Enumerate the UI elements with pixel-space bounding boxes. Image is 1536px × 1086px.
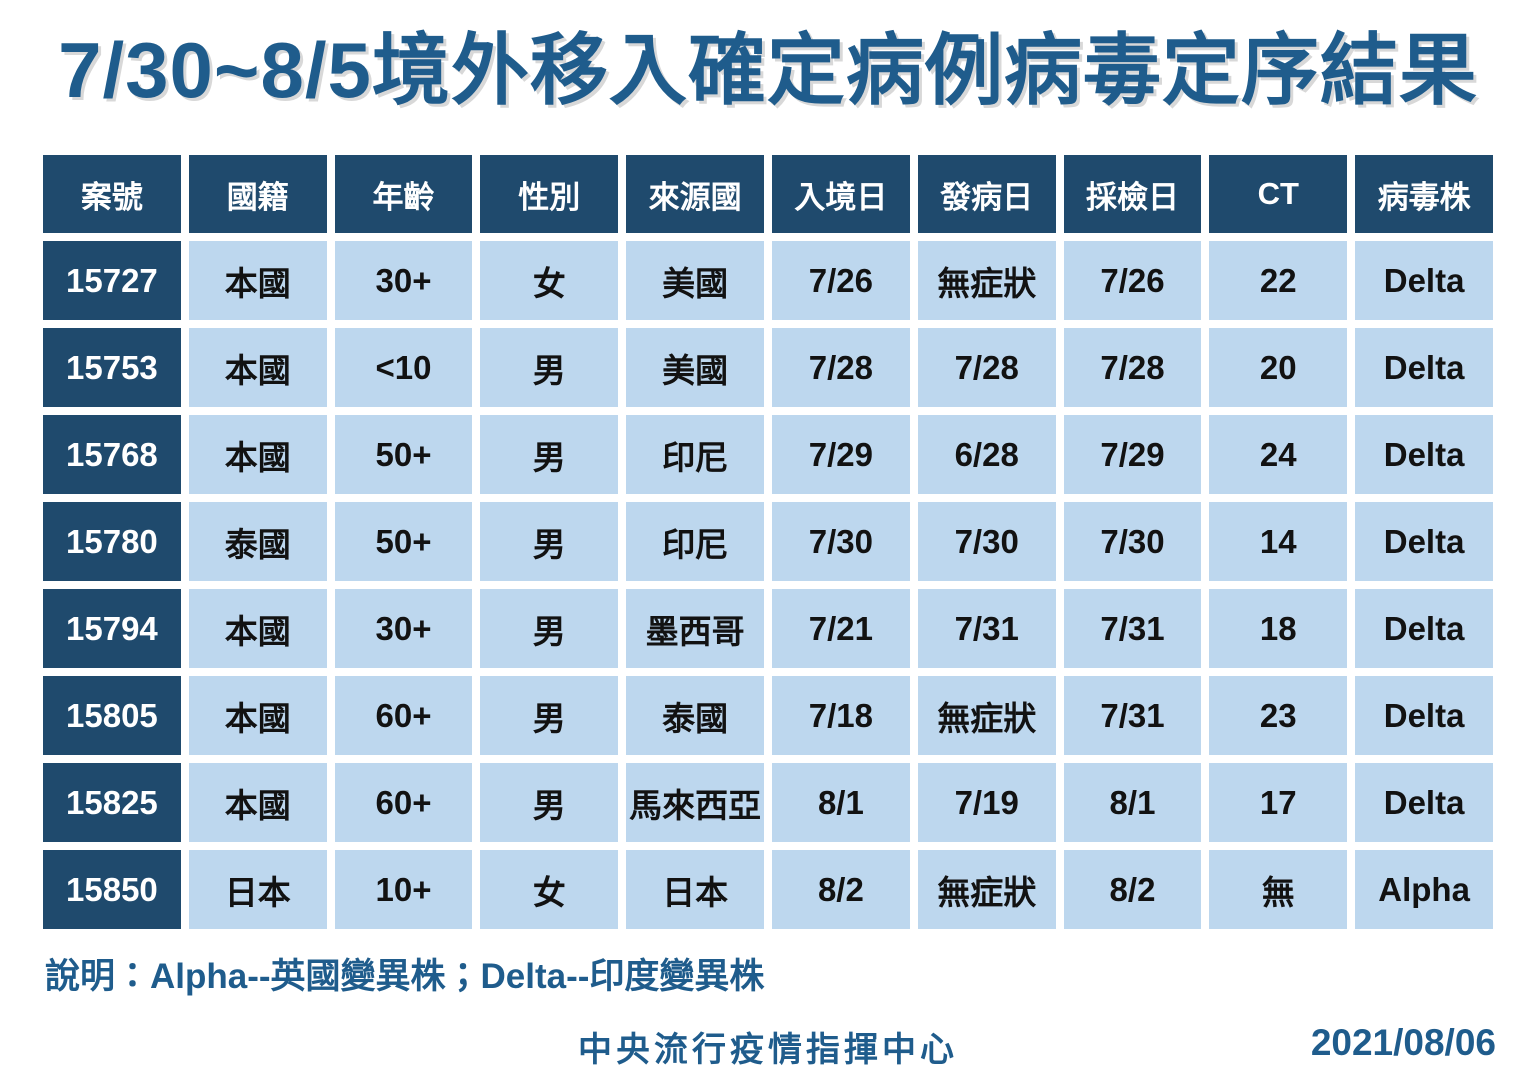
data-cell: 10+ <box>334 850 473 929</box>
data-cell: 無 <box>1209 850 1348 929</box>
data-cell: 女 <box>480 850 619 929</box>
data-cell: 7/31 <box>1063 676 1202 755</box>
data-cell: 馬來西亞 <box>626 763 764 842</box>
data-cell: Delta <box>1355 763 1493 842</box>
data-cell: 無症狀 <box>917 850 1056 929</box>
data-cell: Delta <box>1355 502 1493 581</box>
case-id-cell: 15794 <box>43 589 181 668</box>
data-cell: 男 <box>480 415 619 494</box>
data-cell: 本國 <box>188 328 327 407</box>
data-cell: 7/19 <box>917 763 1056 842</box>
data-cell: 本國 <box>188 589 327 668</box>
data-cell: 男 <box>480 763 619 842</box>
data-cell: Delta <box>1355 241 1493 320</box>
data-cell: 23 <box>1209 676 1348 755</box>
case-id-cell: 15727 <box>43 241 181 320</box>
column-header-4: 性別 <box>480 155 619 233</box>
data-cell: 7/26 <box>1063 241 1202 320</box>
source-organization: 中央流行疫情指揮中心 <box>578 1031 958 1069</box>
data-cell: 7/30 <box>772 502 910 581</box>
page-title: 7/30~8/5境外移入確定病例病毒定序結果 <box>58 26 1478 114</box>
data-cell: 墨西哥 <box>626 589 764 668</box>
column-header-3: 年齡 <box>334 155 473 233</box>
data-cell: 14 <box>1209 502 1348 581</box>
data-cell: 泰國 <box>188 502 327 581</box>
data-cell: 8/2 <box>1063 850 1202 929</box>
case-id-cell: 15753 <box>43 328 181 407</box>
data-cell: 7/18 <box>772 676 910 755</box>
data-cell: 8/1 <box>1063 763 1202 842</box>
column-header-1: 案號 <box>43 155 181 233</box>
data-cell: 50+ <box>334 502 473 581</box>
data-cell: 60+ <box>334 676 473 755</box>
data-cell: 30+ <box>334 241 473 320</box>
data-cell: 24 <box>1209 415 1348 494</box>
data-cell: 8/2 <box>772 850 910 929</box>
column-header-7: 發病日 <box>917 155 1056 233</box>
data-cell: 男 <box>480 589 619 668</box>
case-table-container: 案號 國籍 年齡 性別 來源國 入境日 發病日 採檢日 CT 病毒株 15727 本國 30+ 女美國 7/… <box>43 155 1493 929</box>
data-cell: Delta <box>1355 415 1493 494</box>
data-cell: 本國 <box>188 415 327 494</box>
data-cell: 無症狀 <box>917 676 1056 755</box>
data-cell: 印尼 <box>626 502 764 581</box>
data-cell: 17 <box>1209 763 1348 842</box>
data-cell: 美國 <box>626 328 764 407</box>
case-table: 案號 國籍 年齡 性別 來源國 入境日 發病日 採檢日 CT 病毒株 15727 本國 30+ 女美國 7/… <box>43 155 1493 929</box>
data-cell: 50+ <box>334 415 473 494</box>
data-cell: Delta <box>1355 328 1493 407</box>
data-cell: 7/29 <box>772 415 910 494</box>
data-cell: 本國 <box>188 676 327 755</box>
data-cell: 男 <box>480 502 619 581</box>
data-cell: 男 <box>480 676 619 755</box>
data-cell: 6/28 <box>917 415 1056 494</box>
data-cell: Delta <box>1355 676 1493 755</box>
data-cell: 無症狀 <box>917 241 1056 320</box>
data-cell: 18 <box>1209 589 1348 668</box>
data-cell: 美國 <box>626 241 764 320</box>
data-cell: 本國 <box>188 241 327 320</box>
data-cell: 7/21 <box>772 589 910 668</box>
case-id-cell: 15768 <box>43 415 181 494</box>
publish-date: 2021/08/06 <box>1310 1022 1496 1063</box>
data-cell: 7/28 <box>772 328 910 407</box>
data-cell: 泰國 <box>626 676 764 755</box>
data-cell: 7/30 <box>917 502 1056 581</box>
data-cell: Alpha <box>1355 850 1493 929</box>
case-id-cell: 15850 <box>43 850 181 929</box>
data-cell: 30+ <box>334 589 473 668</box>
data-cell: 7/28 <box>917 328 1056 407</box>
data-cell: 7/30 <box>1063 502 1202 581</box>
column-header-8: 採檢日 <box>1063 155 1202 233</box>
data-cell: 7/28 <box>1063 328 1202 407</box>
data-cell: 60+ <box>334 763 473 842</box>
column-header-5: 來源國 <box>626 155 764 233</box>
data-cell: 本國 <box>188 763 327 842</box>
data-cell: Delta <box>1355 589 1493 668</box>
data-cell: 7/31 <box>1063 589 1202 668</box>
column-header-9: CT <box>1209 155 1348 233</box>
legend-note: 說明：Alpha--英國變異株；Delta--印度變異株 <box>45 957 765 996</box>
data-cell: 22 <box>1209 241 1348 320</box>
data-cell: 日本 <box>626 850 764 929</box>
data-cell: 7/31 <box>917 589 1056 668</box>
data-cell: 20 <box>1209 328 1348 407</box>
data-cell: 印尼 <box>626 415 764 494</box>
column-header-10: 病毒株 <box>1355 155 1493 233</box>
case-id-cell: 15825 <box>43 763 181 842</box>
data-cell: 8/1 <box>772 763 910 842</box>
footer: 中央流行疫情指揮中心 2021/08/06 <box>0 1022 1536 1072</box>
case-id-cell: 15780 <box>43 502 181 581</box>
column-header-6: 入境日 <box>772 155 910 233</box>
data-cell: 日本 <box>188 850 327 929</box>
column-header-2: 國籍 <box>188 155 327 233</box>
case-id-cell: 15805 <box>43 676 181 755</box>
data-cell: 女 <box>480 241 619 320</box>
data-cell: <10 <box>334 328 473 407</box>
data-cell: 男 <box>480 328 619 407</box>
data-cell: 7/29 <box>1063 415 1202 494</box>
data-cell: 7/26 <box>772 241 910 320</box>
